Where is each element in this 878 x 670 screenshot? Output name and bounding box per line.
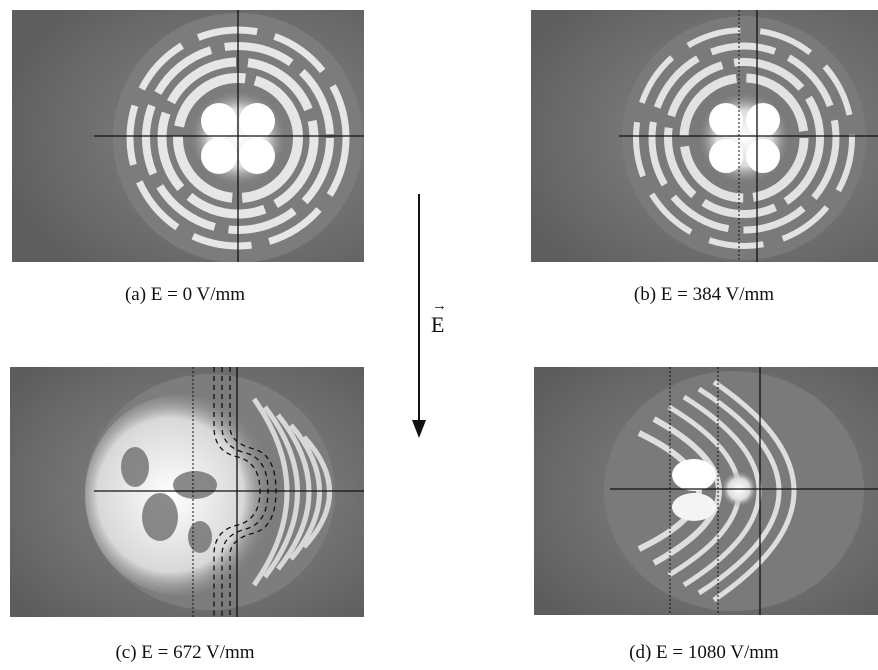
interference-image-d bbox=[534, 367, 878, 615]
field-direction-arrow bbox=[412, 194, 426, 438]
interference-image-b bbox=[531, 10, 878, 262]
caption-b: (b) E = 384 V/mm bbox=[633, 284, 775, 305]
caption-d: (d) E = 1080 V/mm bbox=[629, 642, 779, 663]
interference-image-c bbox=[10, 367, 364, 617]
field-label: → E bbox=[431, 298, 447, 338]
caption-c: (c) E = 672 V/mm bbox=[115, 642, 255, 663]
vector-arrow-icon: → bbox=[432, 298, 447, 314]
caption-a: (a) E = 0 V/mm bbox=[124, 284, 246, 305]
interference-image-a bbox=[12, 10, 364, 262]
field-symbol: E bbox=[431, 312, 445, 337]
